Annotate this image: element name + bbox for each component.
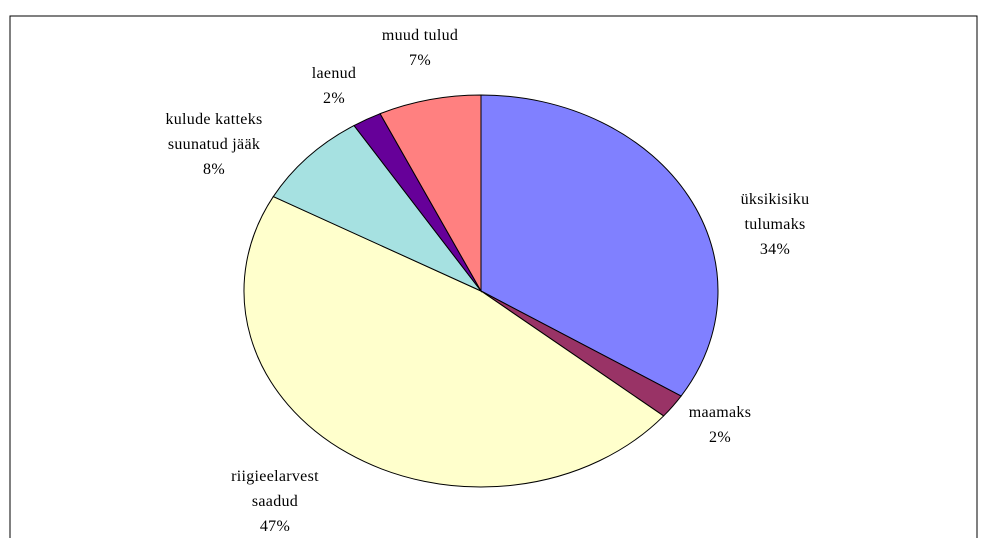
category-label: maamaks [688, 404, 752, 421]
slice-label: riigieelarvest saadud 47% [210, 464, 340, 539]
category-label: kulude katteks suunatud jääk [165, 111, 263, 153]
value-label: 8% [203, 161, 225, 178]
slice-label: maamaks 2% [675, 400, 765, 450]
pie-slice [480, 94, 719, 397]
category-label: riigieelarvest saadud [231, 468, 319, 510]
category-label: laenud [311, 65, 357, 82]
frame [9, 15, 978, 538]
value-label: 2% [323, 90, 345, 107]
pie-slice [243, 195, 665, 488]
value-label: 34% [759, 241, 791, 258]
category-label: muud tulud [381, 27, 459, 44]
pie-slice [379, 94, 482, 293]
value-label: 47% [259, 518, 291, 535]
value-label: 2% [709, 429, 731, 446]
category-label: üksikisiku tulumaks [740, 191, 810, 233]
slice-label: kulude katteks suunatud jääk 8% [139, 107, 289, 182]
slice-label: üksikisiku tulumaks 34% [720, 187, 830, 262]
value-label: 7% [409, 52, 431, 69]
pie-slice [272, 124, 482, 292]
slice-label: muud tulud 7% [365, 23, 475, 73]
slice-label: laenud 2% [299, 61, 369, 111]
